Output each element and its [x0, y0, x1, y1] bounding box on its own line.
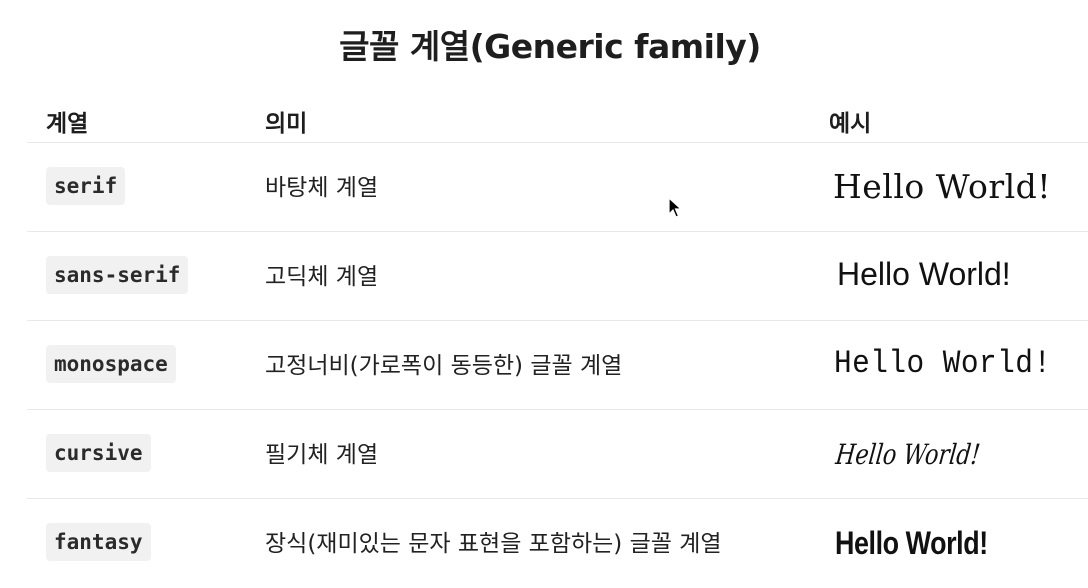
example-text: Hello World!	[834, 345, 1052, 382]
example-text: Hello World!	[834, 438, 982, 471]
table-row: monospace 고정너비(가로폭이 동등한) 글꼴 계열 Hello Wor…	[0, 321, 1088, 410]
header-divider	[27, 142, 1088, 143]
example-text: Hello World!	[837, 256, 1011, 292]
row-divider	[27, 498, 1088, 499]
family-code: serif	[46, 167, 126, 205]
row-divider	[27, 409, 1088, 410]
family-code: sans-serif	[46, 256, 189, 294]
column-header-family: 계열	[46, 111, 89, 137]
example-text: Hello World!	[835, 525, 988, 561]
table-row: cursive 필기체 계열 Hello World!	[0, 410, 1088, 499]
family-meaning: 고정너비(가로폭이 동등한) 글꼴 계열	[265, 353, 623, 379]
column-header-example: 예시	[829, 111, 872, 137]
mouse-pointer-icon	[668, 196, 683, 223]
row-divider	[27, 231, 1088, 232]
column-header-meaning: 의미	[265, 111, 308, 137]
page-title: 글꼴 계열(Generic family)	[339, 27, 761, 66]
family-code: fantasy	[46, 523, 151, 561]
table-row: serif 바탕체 계열 Hello World!	[0, 143, 1088, 232]
row-divider	[27, 320, 1088, 321]
table-row: sans-serif 고딕체 계열 Hello World!	[0, 232, 1088, 321]
family-code: cursive	[46, 434, 151, 472]
family-meaning: 바탕체 계열	[265, 175, 379, 201]
example-text: Hello World!	[833, 167, 1052, 206]
family-meaning: 고딕체 계열	[265, 264, 379, 290]
table-row: fantasy 장식(재미있는 문자 표현을 포함하는) 글꼴 계열 Hello…	[0, 499, 1088, 588]
family-meaning: 장식(재미있는 문자 표현을 포함하는) 글꼴 계열	[265, 531, 722, 557]
family-meaning: 필기체 계열	[265, 442, 379, 468]
family-code: monospace	[46, 345, 176, 383]
